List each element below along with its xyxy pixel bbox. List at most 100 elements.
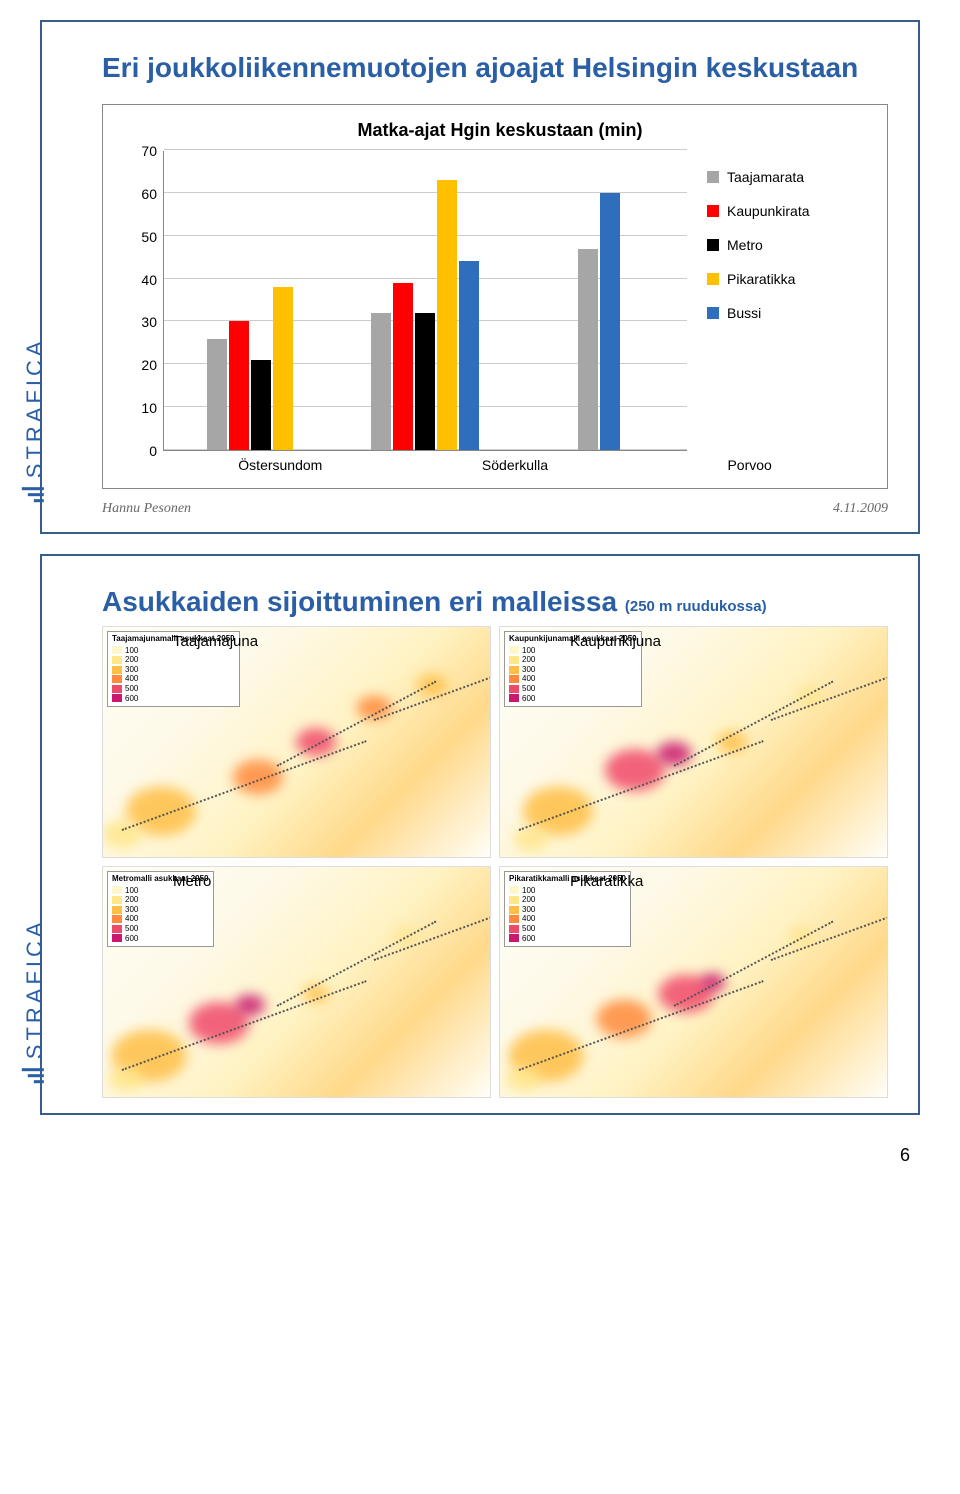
- bar: [415, 313, 435, 450]
- density-blob: [109, 1066, 144, 1091]
- legend-label: Pikaratikka: [727, 271, 795, 287]
- road-line: [277, 681, 437, 767]
- map-legend-row: 200: [509, 655, 637, 665]
- x-label: Östersundom: [163, 457, 398, 473]
- chart-title: Matka-ajat Hgin keskustaan (min): [133, 120, 867, 141]
- slide-population-maps: STRAFICA Asukkaiden sijoittuminen eri ma…: [40, 554, 920, 1115]
- bar: [251, 360, 271, 450]
- y-tick-label: 40: [141, 272, 157, 288]
- y-tick-label: 0: [149, 443, 157, 459]
- map-legend-row: 500: [112, 684, 235, 694]
- legend-swatch: [707, 205, 719, 217]
- map-legend-value: 500: [125, 684, 138, 694]
- legend-swatch: [707, 239, 719, 251]
- map-legend-row: 600: [509, 694, 637, 704]
- map-legend-swatch: [509, 646, 519, 654]
- map-legend-row: 500: [509, 684, 637, 694]
- bar: [229, 321, 249, 450]
- map-legend-value: 200: [522, 895, 535, 905]
- map-legend-row: 600: [112, 694, 235, 704]
- map-legend-row: 300: [509, 905, 626, 915]
- map-legend-row: 300: [509, 665, 637, 675]
- map-legend-swatch: [509, 906, 519, 914]
- map-legend-value: 100: [125, 646, 138, 656]
- bar-group: [371, 180, 479, 450]
- map-legend-value: 100: [522, 646, 535, 656]
- map-legend-value: 100: [522, 886, 535, 896]
- map-legend-row: 500: [509, 924, 626, 934]
- road-line: [771, 671, 888, 721]
- map-legend-swatch: [112, 934, 122, 942]
- map-legend-swatch: [509, 656, 519, 664]
- map-legend-swatch: [112, 925, 122, 933]
- map-legend-value: 100: [125, 886, 138, 896]
- map-legend-swatch: [112, 694, 122, 702]
- map-legend-value: 600: [125, 694, 138, 704]
- bar-group: [578, 193, 620, 450]
- density-blob: [657, 741, 692, 766]
- road-line: [277, 921, 437, 1007]
- map-legend-swatch: [112, 685, 122, 693]
- map-thumbnail: Metromalli asukkaat 20501002003004005006…: [102, 866, 491, 1098]
- map-legend-row: 400: [509, 674, 637, 684]
- legend-label: Taajamarata: [727, 169, 804, 185]
- y-axis: 010203040506070: [133, 151, 163, 451]
- map-legend-swatch: [509, 925, 519, 933]
- legend-item: Pikaratikka: [707, 271, 867, 287]
- map-legend-value: 300: [125, 905, 138, 915]
- road-line: [771, 911, 888, 961]
- map-thumbnail: Kaupunkijunamalli asukkaat 2050100200300…: [499, 626, 888, 858]
- bar: [393, 283, 413, 450]
- map-legend-value: 400: [125, 914, 138, 924]
- map-legend-row: 600: [509, 934, 626, 944]
- legend-label: Bussi: [727, 305, 761, 321]
- map-legend-value: 200: [125, 895, 138, 905]
- map-legend-row: 500: [112, 924, 209, 934]
- map-legend-value: 300: [522, 905, 535, 915]
- slide1-title: Eri joukkoliikennemuotojen ajoajat Helsi…: [102, 52, 888, 84]
- map-legend-swatch: [509, 694, 519, 702]
- map-label: Taajamajuna: [173, 633, 258, 650]
- map-legend-swatch: [112, 666, 122, 674]
- bar-group: [207, 287, 293, 450]
- road-line: [674, 681, 834, 767]
- map-legend-swatch: [112, 656, 122, 664]
- map-legend-value: 500: [522, 684, 535, 694]
- slide-travel-times: STRAFICA Eri joukkoliikennemuotojen ajoa…: [40, 20, 920, 534]
- density-blob: [235, 995, 265, 1016]
- map-legend-row: 200: [509, 895, 626, 905]
- slide2-title: Asukkaiden sijoittuminen eri malleissa (…: [102, 586, 888, 618]
- y-tick-label: 20: [141, 357, 157, 373]
- legend-item: Metro: [707, 237, 867, 253]
- map-legend-value: 600: [522, 934, 535, 944]
- map-legend-swatch: [112, 675, 122, 683]
- bar: [273, 287, 293, 450]
- map-legend-value: 500: [125, 924, 138, 934]
- map-legend-swatch: [112, 915, 122, 923]
- map-legend-swatch: [509, 886, 519, 894]
- y-tick-label: 50: [141, 229, 157, 245]
- map-label: Pikaratikka: [570, 873, 643, 890]
- gridline: [164, 149, 687, 150]
- road-line: [674, 921, 834, 1007]
- y-tick-label: 30: [141, 314, 157, 330]
- road-line: [374, 911, 491, 961]
- map-legend-swatch: [509, 685, 519, 693]
- map-legend-swatch: [112, 896, 122, 904]
- plot-area: [163, 151, 687, 451]
- legend-item: Bussi: [707, 305, 867, 321]
- footer-author: Hannu Pesonen: [102, 501, 191, 517]
- chart-container: Matka-ajat Hgin keskustaan (min) 0102030…: [102, 104, 888, 489]
- map-legend-row: 400: [112, 914, 209, 924]
- map-legend-swatch: [112, 646, 122, 654]
- map-legend-row: 200: [112, 895, 209, 905]
- map-legend-swatch: [509, 896, 519, 904]
- map-legend-value: 200: [522, 655, 535, 665]
- brand-logo: STRAFICA: [22, 337, 50, 502]
- bar: [207, 339, 227, 450]
- bar: [437, 180, 457, 450]
- map-legend-swatch: [509, 675, 519, 683]
- map-legend-swatch: [112, 906, 122, 914]
- slide2-subtitle: (250 m ruudukossa): [625, 598, 767, 615]
- map-label: Kaupunkijuna: [570, 633, 661, 650]
